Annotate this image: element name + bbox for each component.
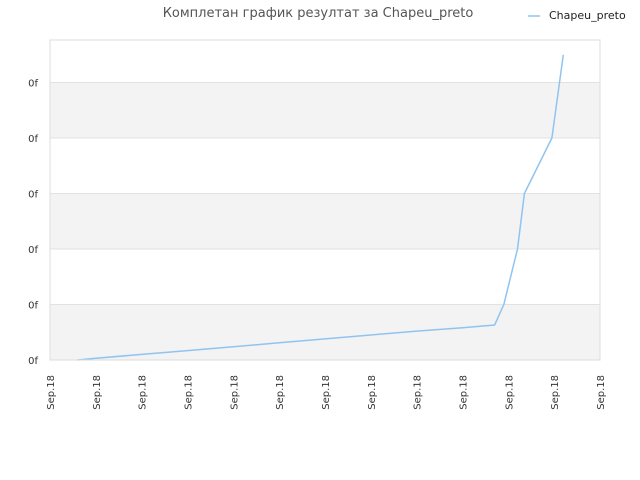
x-tick-label: Sep.18 [367, 375, 378, 410]
x-tick-label: Sep.18 [596, 375, 607, 410]
legend: Chapeu_preto [528, 9, 626, 22]
x-tick-label: Sep.18 [459, 375, 470, 410]
x-tick-label: Sep.18 [321, 375, 332, 410]
y-tick-label: 0f [28, 190, 38, 201]
grid-band [50, 193, 600, 249]
series-lines [77, 54, 565, 361]
x-tick-label: Sep.18 [275, 375, 286, 410]
x-axis-ticks: Sep.18 Sep.18 Sep.18 Sep.18 Sep.18 Sep.18 Sep.… [46, 375, 607, 410]
plot-background-bands [50, 40, 600, 360]
y-tick-label: 0f [28, 356, 38, 367]
grid-band [50, 82, 600, 138]
x-tick-label: Sep.18 [229, 375, 240, 410]
x-tick-label: Sep.18 [46, 375, 57, 410]
y-tick-label: 0f [28, 245, 38, 256]
chart-title: Комплетан график резултат за Chapeu_pret… [163, 6, 474, 21]
y-tick-label: 0f [28, 79, 38, 90]
x-tick-label: Sep.18 [92, 375, 103, 410]
y-tick-label: 0f [28, 301, 38, 312]
plot-frame [49, 39, 601, 361]
x-tick-label: Sep.18 [413, 375, 424, 410]
y-axis-ticks: 0f 0f 0f 0f 0f 0f [28, 79, 38, 368]
x-tick-label: Sep.18 [184, 375, 195, 410]
legend-label: Chapeu_preto [549, 9, 626, 22]
x-tick-label: Sep.18 [504, 375, 515, 410]
grid-band [50, 304, 600, 360]
x-tick-label: Sep.18 [138, 375, 149, 410]
x-tick-label: Sep.18 [550, 375, 561, 410]
y-tick-label: 0f [28, 134, 38, 145]
series-line [77, 54, 565, 361]
